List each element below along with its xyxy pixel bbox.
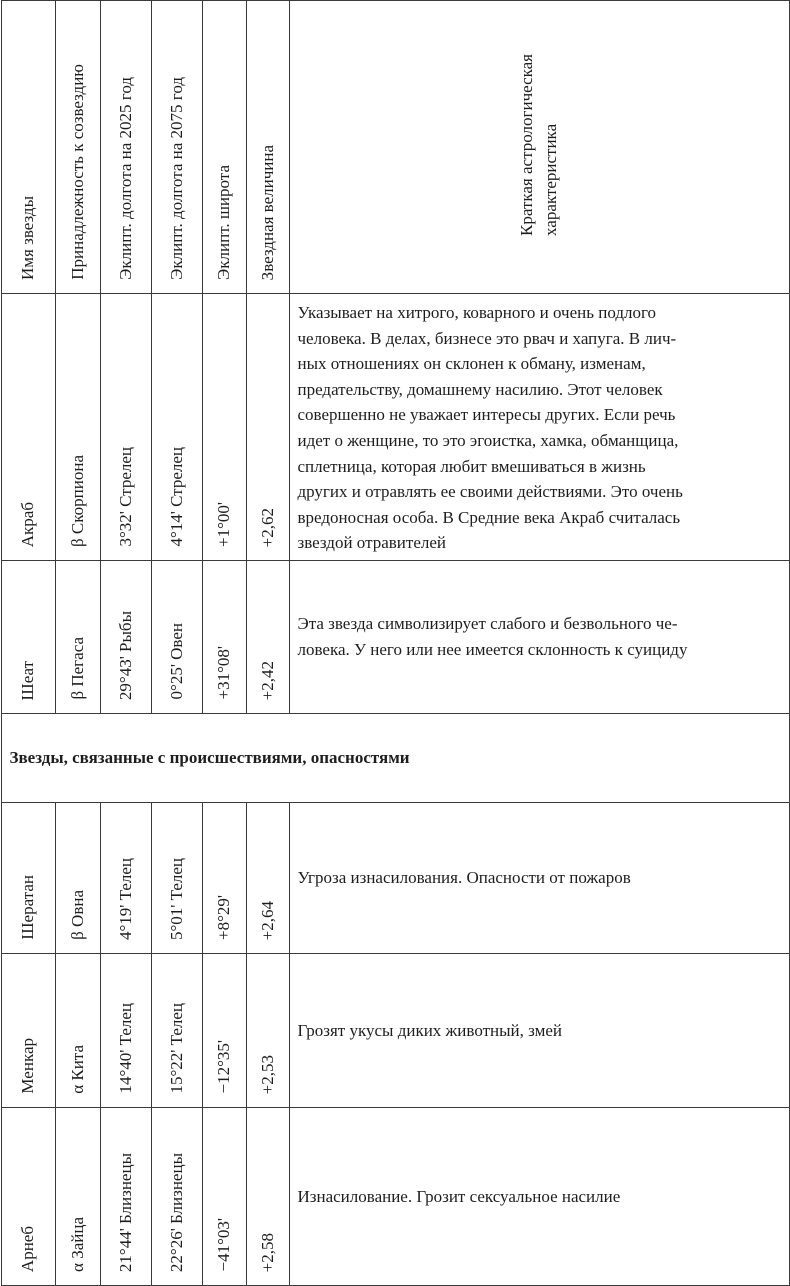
star-lat: +31°08' <box>214 646 233 700</box>
star-lat: −41°03' <box>214 1218 233 1272</box>
description-line: Изнасилование. Грозит сексуальное насили… <box>297 1186 621 1206</box>
description-line: ных отношениях он склонен к обману, изме… <box>297 354 646 374</box>
header-latitude: Эклипт. широта <box>201 0 247 294</box>
cell-lat: −12°35' <box>201 952 247 1108</box>
star-constellation: α Зайца <box>67 1216 87 1272</box>
cell-constellation: α Кита <box>54 952 101 1108</box>
header-lon2025: Эклипт. долгота на 2025 год <box>99 0 152 294</box>
header-magnitude: Звездная величина <box>245 0 290 294</box>
section-row: Звезды, связанные с происшествиями, опас… <box>0 712 790 803</box>
cell-lon2075: 4°14' Стрелец <box>150 293 203 561</box>
cell-lon2075: 22°26' Близнецы <box>150 1106 203 1286</box>
description-line: Эта звезда символизирует слабого и безво… <box>297 614 678 634</box>
star-lon2075: 15°22' Телец <box>166 1003 186 1094</box>
cell-lon2075: 15°22' Телец <box>150 952 203 1108</box>
cell-name: Шеат <box>0 559 56 714</box>
cell-lon2025: 21°44' Близнецы <box>99 1106 152 1286</box>
star-constellation: β Пегаса <box>67 637 87 700</box>
cell-lat: +8°29' <box>201 801 247 954</box>
cell-lon2025: 3°32' Стрелец <box>99 293 152 561</box>
star-constellation: α Кита <box>67 1045 87 1094</box>
star-constellation: β Скорпиона <box>67 454 87 547</box>
cell-lat: +1°00' <box>201 293 247 561</box>
cell-lat: −41°03' <box>201 1106 247 1286</box>
cell-name: Менкар <box>0 952 56 1108</box>
star-mag: +2,62 <box>257 507 277 547</box>
cell-lon2025: 29°43' Рыбы <box>99 559 152 714</box>
cell-constellation: β Скорпиона <box>54 293 101 561</box>
description-line: Указывает на хитрого, коварного и очень … <box>297 303 657 322</box>
star-row: Шеат β Пегаса 29°43' Рыбы 0°25' Овен +31°08'… <box>0 559 790 714</box>
header-row: Имя звезды Принадлежность к созвездию Эк… <box>0 0 790 294</box>
star-lon2075: 5°01' Телец <box>166 857 186 940</box>
star-lon2075: 0°25' Овен <box>166 623 186 700</box>
star-name: Шеат <box>18 660 37 700</box>
header-description-line: Краткая астрологическая <box>517 53 536 236</box>
header-name: Имя звезды <box>0 0 56 294</box>
description-line: звездой отравителей <box>297 533 446 553</box>
star-row: Арнеб α Зайца 21°44' Близнецы 22°26' Близне… <box>0 1106 790 1286</box>
cell-lat: +31°08' <box>201 559 247 714</box>
cell-description: Изнасилование. Грозит сексуальное насили… <box>288 1106 790 1286</box>
cell-mag: +2,62 <box>245 293 290 561</box>
star-name: Шератан <box>18 875 37 940</box>
cell-lon2025: 14°40' Телец <box>99 952 152 1108</box>
cell-lon2075: 5°01' Телец <box>150 801 203 954</box>
section-title: Звезды, связанные с происшествиями, опас… <box>0 712 790 803</box>
cell-mag: +2,42 <box>245 559 290 714</box>
cell-description: Эта звезда символизирует слабого и безво… <box>288 559 790 714</box>
star-lon2025: 14°40' Телец <box>115 1003 135 1094</box>
cell-constellation: α Зайца <box>54 1106 101 1286</box>
description-line: предательству, домашнему насилию. Этот ч… <box>297 379 663 399</box>
header-lon2075: Эклипт. долгота на 2075 год <box>150 0 203 294</box>
star-lon2025: 3°32' Стрелец <box>115 447 135 547</box>
description-line: сплетница, которая любит вмешиваться в ж… <box>297 456 646 476</box>
star-lon2075: 22°26' Близнецы <box>166 1152 186 1272</box>
star-lon2025: 29°43' Рыбы <box>115 610 135 700</box>
description-line: Угроза изнасилования. Опасности от пожар… <box>297 868 631 888</box>
star-name: Акраб <box>18 501 37 547</box>
header-description: Краткая астрологическая характеристика <box>288 0 790 294</box>
star-lat: +1°00' <box>214 501 233 547</box>
cell-description: Угроза изнасилования. Опасности от пожар… <box>288 801 790 954</box>
description-line: других и отравлять ее своими действиями.… <box>297 482 683 502</box>
description-line: ловека. У него или нее имеется склонност… <box>297 639 688 659</box>
cell-name: Шератан <box>0 801 56 954</box>
cell-lon2025: 4°19' Телец <box>99 801 152 954</box>
header-constellation: Принадлежность к созвездию <box>54 0 101 294</box>
cell-lon2075: 0°25' Овен <box>150 559 203 714</box>
cell-description: Указывает на хитрого, коварного и очень … <box>288 293 790 561</box>
description-line: Грозят укусы диких животный, змей <box>297 1020 563 1040</box>
star-lon2025: 4°19' Телец <box>115 857 135 940</box>
star-name: Арнеб <box>18 1225 37 1272</box>
cell-constellation: β Овна <box>54 801 101 954</box>
description-line: идет о женщине, то это эгоистка, хамка, … <box>297 430 679 450</box>
star-lat: −12°35' <box>214 1040 233 1094</box>
star-row: Шератан β Овна 4°19' Телец 5°01' Телец +8°29… <box>0 801 790 954</box>
description-line: человека. В делах, бизнесе это рвач и ха… <box>297 328 677 348</box>
star-mag: +2,64 <box>257 900 277 940</box>
star-lon2075: 4°14' Стрелец <box>166 447 186 547</box>
star-name: Менкар <box>18 1038 37 1094</box>
star-row: Акраб β Скорпиона 3°32' Стрелец 4°14' Стрел… <box>0 293 790 561</box>
star-lat: +8°29' <box>214 894 233 940</box>
star-mag: +2,58 <box>257 1232 277 1272</box>
cell-name: Акраб <box>0 293 56 561</box>
star-constellation: β Овна <box>67 890 87 940</box>
cell-mag: +2,64 <box>245 801 290 954</box>
description-line: вредоносная особа. В Средние века Акраб … <box>297 507 681 527</box>
star-lon2025: 21°44' Близнецы <box>115 1152 135 1272</box>
star-mag: +2,42 <box>257 660 277 700</box>
cell-constellation: β Пегаса <box>54 559 101 714</box>
star-mag: +2,53 <box>257 1054 277 1094</box>
star-row: Менкар α Кита 14°40' Телец 15°22' Телец −12°… <box>0 952 790 1108</box>
cell-mag: +2,58 <box>245 1106 290 1286</box>
header-description-line: характеристика <box>541 123 560 236</box>
cell-mag: +2,53 <box>245 952 290 1108</box>
cell-description: Грозят укусы диких животный, змей <box>288 952 790 1108</box>
cell-name: Арнеб <box>0 1106 56 1286</box>
description-line: совершенно не уважает интересы других. Е… <box>297 405 676 425</box>
